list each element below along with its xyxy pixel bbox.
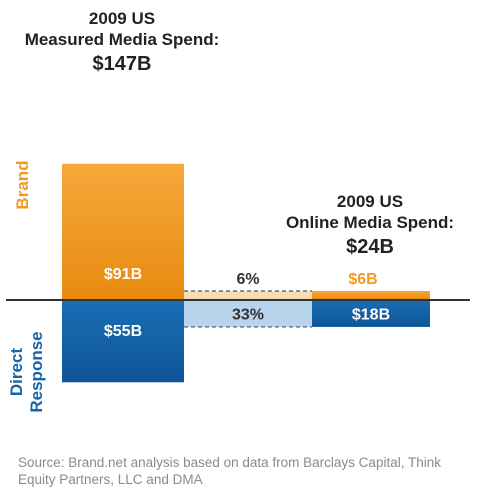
source-note: Source: Brand.net analysis based on data… [18, 455, 441, 487]
series-label-direct-response-group: Direct Response [7, 331, 46, 412]
series-label-brand: Brand [13, 160, 32, 209]
label-direct-response-share: 33% [232, 306, 264, 323]
title-measured-line-1: 2009 US [89, 9, 155, 28]
title-measured-line-2: Measured Media Spend: [25, 30, 220, 49]
series-label-direct-response-line-2: Response [27, 331, 46, 412]
label-measured-brand: $91B [104, 266, 142, 283]
title-online-line-1: 2009 US [337, 192, 403, 211]
total-online: $24B [346, 236, 394, 258]
title-online-line-2: Online Media Spend: [286, 213, 454, 232]
label-measured-direct-response: $55B [104, 323, 142, 340]
text-layer: $91B $55B $18B $6B 6% 33% 2009 US Measured Medi… [7, 9, 454, 413]
label-brand-share: 6% [236, 271, 259, 288]
label-online-brand: $6B [348, 271, 377, 288]
bars-layer [6, 163, 470, 383]
label-online-direct-response: $18B [352, 306, 390, 323]
connector-brand-share [184, 291, 312, 300]
bar-measured-brand [62, 163, 184, 300]
total-measured: $147B [93, 53, 152, 75]
bar-measured-direct-response [62, 300, 184, 383]
series-label-direct-response-line-1: Direct [7, 348, 26, 397]
series-label-brand-group: Brand [13, 160, 32, 209]
bar-online-brand [312, 291, 430, 300]
bar-online-direct-response [312, 300, 430, 327]
connector-direct-response-share [184, 300, 312, 327]
